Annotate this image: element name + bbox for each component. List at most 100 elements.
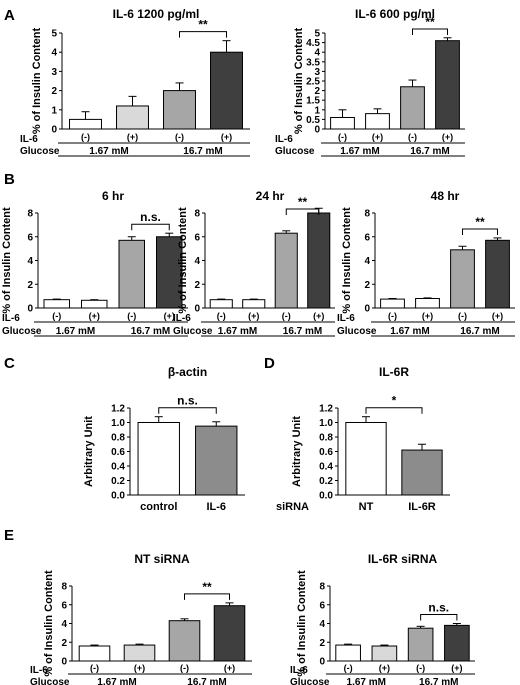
b2-y-tick-label: 8 — [194, 209, 200, 220]
a2-y-tick-label: 0 — [314, 125, 320, 136]
a2-y-tick-label: 1 — [314, 105, 320, 116]
d-y-tick-label: 0.2 — [319, 476, 333, 487]
e2-sig-label: n.s. — [428, 601, 449, 615]
b3-sig-bracket — [462, 228, 498, 235]
e1-x-tick-label: (+) — [134, 663, 145, 673]
a2-bar — [365, 113, 390, 130]
d-y-tick-label: 0.4 — [319, 462, 333, 473]
a2-bar — [435, 40, 460, 130]
d-y-tick-label: 1.2 — [319, 404, 333, 415]
b1-group-label: 16.7 mM — [131, 326, 170, 337]
b1-group-label: 1.67 mM — [56, 326, 95, 337]
b2-y-tick-label: 4 — [194, 256, 200, 267]
a2-x-tick-label: (+) — [442, 132, 453, 142]
a1-bar — [210, 51, 243, 130]
b3-title: 48 hr — [431, 189, 460, 203]
charts-layer: IL-6 1200 pg/ml 0 1 2 3 4 5 % of Insulin Conten… — [1, 7, 515, 685]
a1-row2-label: Glucose — [20, 146, 60, 157]
a2-y-tick-label: 4 — [314, 48, 320, 59]
a2-x-tick-label: (-) — [338, 132, 347, 142]
c-y-tick-label: 1.2 — [111, 404, 125, 415]
a2-group-label: 16.7 mM — [410, 146, 449, 157]
b1-bar — [118, 239, 145, 309]
d-sig-label: * — [392, 394, 397, 408]
b1-x-tick-label: (+) — [89, 311, 100, 321]
d-ylabel: Arbitrary Unit — [291, 416, 303, 487]
b3-group-label: 1.67 mM — [390, 326, 429, 337]
b2-group-label: 16.7 mM — [283, 326, 322, 337]
a1-sig-label: ** — [198, 18, 208, 32]
b2-x-tick-label: (-) — [282, 311, 291, 321]
b2-y-tick-label: 0 — [194, 304, 200, 315]
panel-letter-a: A — [4, 7, 15, 24]
b3-group-label: 16.7 mM — [460, 326, 499, 337]
c-y-tick-label: 0.4 — [111, 462, 125, 473]
a1-group-label: 1.67 mM — [89, 146, 128, 157]
b1-y-tick-label: 8 — [27, 209, 33, 220]
d-row-label: siRNA — [276, 501, 309, 513]
d-x-tick-label: IL-6R — [408, 501, 436, 513]
b3-x-tick-label: (+) — [422, 311, 433, 321]
e2-group-label: 16.7 mM — [419, 677, 458, 685]
b1-sig-bracket — [131, 223, 170, 231]
b1-ylabel: % of Insulin Content — [1, 207, 13, 314]
e1-x-tick-label: (+) — [224, 663, 235, 673]
d-bar — [401, 449, 443, 496]
b3-bar — [485, 239, 510, 309]
a2-y-tick-label: 2 — [314, 86, 320, 97]
a1-x-tick-label: (+) — [221, 132, 232, 142]
b3-x-tick-label: (-) — [388, 311, 397, 321]
a1-y-tick-label: 5 — [51, 29, 57, 40]
a2-y-tick-label: 2.5 — [306, 77, 320, 88]
a2-bar — [330, 116, 355, 130]
e1-bar — [123, 644, 156, 662]
e1-row2-label: Glucose — [30, 677, 70, 685]
b2-sig-bracket — [285, 208, 320, 215]
e2-sig-bracket — [420, 614, 458, 621]
b1-bar — [156, 236, 183, 309]
b3-y-tick-label: 8 — [364, 209, 370, 220]
b2-x-tick-label: (+) — [248, 311, 259, 321]
e2-group-label: 1.67 mM — [347, 677, 386, 685]
a2-y-tick-label: 4.5 — [306, 38, 320, 49]
b2-row2-label: Glucose — [173, 326, 213, 337]
b3-row2-label: Glucose — [337, 326, 377, 337]
c-y-tick-label: 0.6 — [111, 447, 125, 458]
e2-x-tick-label: (-) — [416, 663, 425, 673]
e1-y-tick-label: 0 — [61, 657, 67, 668]
b1-y-tick-label: 4 — [27, 256, 33, 267]
b2-y-tick-label: 6 — [194, 232, 200, 243]
panel-letter-b: B — [4, 171, 15, 188]
panel-letter-c: C — [4, 355, 15, 372]
b2-group-label: 1.67 mM — [218, 326, 257, 337]
e2-bar — [335, 644, 361, 662]
e1-y-tick-label: 8 — [61, 582, 67, 593]
b2-x-tick-label: (+) — [313, 311, 324, 321]
e1-sig-label: ** — [202, 580, 212, 594]
b3-x-tick-label: (+) — [492, 311, 503, 321]
b2-bar — [307, 212, 331, 309]
e2-y-tick-label: 8 — [319, 582, 325, 593]
e1-title: NT siRNA — [134, 552, 190, 566]
a2-title: IL-6 600 pg/ml — [355, 7, 435, 21]
d-bar — [345, 422, 387, 496]
e2-y-tick-label: 6 — [319, 600, 325, 611]
panel-letter-e: E — [4, 527, 14, 544]
b1-x-tick-label: (-) — [127, 311, 136, 321]
d-y-tick-label: 0.6 — [319, 447, 333, 458]
a1-x-tick-label: (-) — [81, 132, 90, 142]
a1-bar — [163, 90, 196, 130]
b3-row1-label: IL-6 — [337, 313, 355, 324]
e2-y-tick-label: 0 — [319, 657, 325, 668]
e1-sig-bracket — [184, 593, 230, 600]
c-y-tick-label: 1.0 — [111, 418, 125, 429]
a1-y-tick-label: 4 — [51, 48, 57, 59]
d-y-tick-label: 0.0 — [319, 491, 333, 502]
e1-row1-label: IL-6 — [30, 665, 48, 676]
b1-x-tick-label: (+) — [164, 311, 175, 321]
a1-bar — [69, 118, 102, 130]
c-y-tick-label: 0.2 — [111, 476, 125, 487]
a1-sig-bracket — [179, 31, 227, 38]
e1-bar — [213, 605, 246, 662]
